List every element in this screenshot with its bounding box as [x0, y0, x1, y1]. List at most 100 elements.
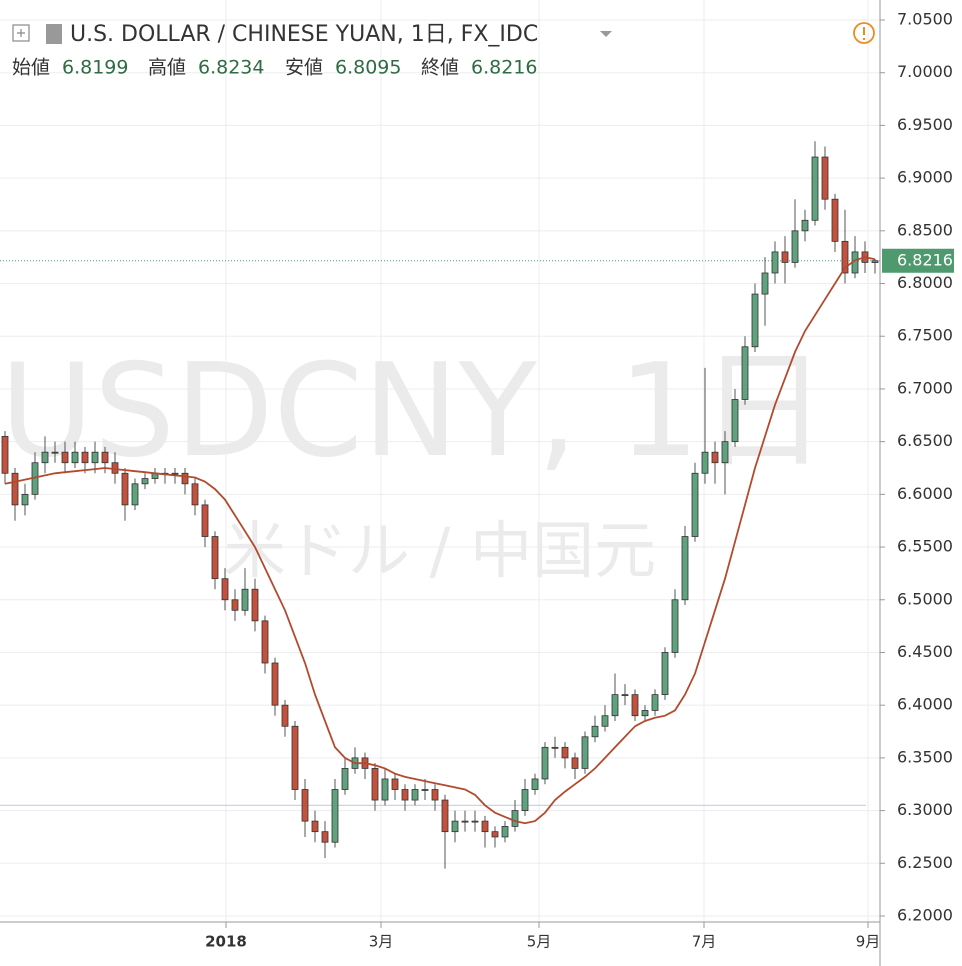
candle-body	[481, 820, 489, 833]
candle-body	[751, 293, 759, 348]
y-tick-label: 6.3500	[897, 747, 953, 766]
candle-body	[141, 478, 149, 485]
candle-body	[621, 694, 629, 697]
candle-body	[871, 260, 879, 263]
candle-body	[1, 435, 9, 474]
chart-title: U.S. DOLLAR / CHINESE YUAN, 1日, FX_IDC	[70, 22, 538, 47]
candle-body	[251, 588, 259, 622]
candle-body	[171, 472, 179, 475]
candle-body	[101, 451, 109, 464]
candle-body	[211, 536, 219, 580]
candle-body	[551, 746, 559, 749]
candle-body	[731, 399, 739, 443]
y-tick-label: 6.5000	[897, 589, 953, 608]
candle-body	[301, 789, 309, 822]
candle-body	[581, 736, 589, 769]
candle-body	[391, 778, 399, 790]
candle-body	[811, 156, 819, 221]
candle-body	[381, 778, 389, 801]
y-tick-label: 6.3000	[897, 800, 953, 819]
y-tick-label: 7.0000	[897, 62, 953, 81]
y-tick-label: 6.8500	[897, 220, 953, 239]
candle-body	[401, 789, 409, 801]
collapse-icon-plus	[17, 29, 25, 37]
candle-body	[521, 789, 529, 811]
candle-body	[511, 810, 519, 827]
candle-body	[691, 472, 699, 537]
candle-body	[131, 483, 139, 506]
candle-body	[271, 662, 279, 706]
y-tick-label: 6.9000	[897, 168, 953, 187]
candle-body	[571, 757, 579, 769]
candle-body	[241, 588, 249, 611]
candle-body	[21, 493, 29, 506]
plot-layer	[1, 141, 879, 869]
dropdown-icon[interactable]	[600, 31, 612, 37]
candle-body	[121, 472, 129, 506]
y-tick-label: 6.8000	[897, 273, 953, 292]
candle-body	[331, 789, 339, 843]
candle-body	[371, 768, 379, 801]
candle-body	[601, 715, 609, 727]
candle-body	[231, 599, 239, 611]
candle-body	[491, 831, 499, 838]
y-tick-label: 6.6000	[897, 484, 953, 503]
candle-body	[611, 694, 619, 717]
candle-body	[11, 472, 19, 506]
y-tick-label: 6.7000	[897, 378, 953, 397]
candle-body	[561, 746, 569, 759]
candle-body	[321, 831, 329, 843]
candle-body	[61, 451, 69, 464]
candle-body	[311, 820, 319, 833]
x-tick-label: 2018	[205, 933, 247, 951]
candle-body	[291, 725, 299, 790]
ohlc-label: 始値	[12, 57, 50, 79]
candle-body	[451, 820, 459, 833]
x-tick-label: 7月	[692, 933, 717, 951]
candle-body	[591, 725, 599, 738]
candle-body	[201, 504, 209, 537]
candle-body	[771, 251, 779, 274]
candle-body	[631, 694, 639, 717]
y-tick-label: 6.6500	[897, 431, 953, 450]
moving-average-line	[4, 256, 876, 825]
alert-icon[interactable]	[853, 22, 875, 44]
candle-body	[181, 472, 189, 485]
candle-body	[421, 789, 429, 791]
candle-body	[541, 746, 549, 780]
candle-body	[661, 652, 669, 696]
flag-icon	[46, 24, 62, 44]
y-tick-label: 6.5500	[897, 537, 953, 556]
candle-body	[831, 198, 839, 242]
x-tick-label: 5月	[527, 933, 552, 951]
candle-body	[471, 820, 479, 823]
candle-body	[781, 251, 789, 263]
last-price-label: 6.8216	[897, 250, 953, 269]
candle-body	[681, 536, 689, 601]
candle-body	[651, 694, 659, 711]
watermark: USDCNY, 1日	[0, 337, 828, 486]
candle-body	[641, 710, 649, 717]
candle-body	[461, 820, 469, 823]
y-tick-label: 6.7500	[897, 326, 953, 345]
candle-body	[841, 240, 849, 274]
ohlc-value: 6.8095	[335, 57, 401, 79]
candle-body	[71, 451, 79, 464]
candle-body	[191, 483, 199, 506]
watermark-subtitle: 米ドル / 中国元	[224, 514, 656, 587]
ohlc-value: 6.8234	[198, 57, 264, 79]
candle-body	[81, 451, 89, 464]
candle-body	[791, 230, 799, 263]
candle-body	[281, 704, 289, 727]
y-tick-label: 6.4000	[897, 695, 953, 714]
y-tick-label: 6.4500	[897, 642, 953, 661]
collapse-icon[interactable]	[12, 24, 30, 42]
x-tick-label: 9月	[856, 933, 881, 951]
ohlc-label: 終値	[421, 57, 459, 79]
candle-body	[261, 620, 269, 664]
candle-body	[801, 219, 809, 232]
candle-body	[531, 778, 539, 790]
candle-body	[821, 156, 829, 200]
